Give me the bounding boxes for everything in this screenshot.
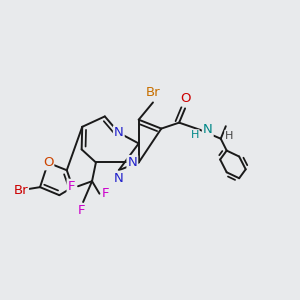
Text: N: N bbox=[203, 123, 213, 136]
Text: N: N bbox=[128, 156, 137, 169]
Text: Br: Br bbox=[146, 86, 160, 99]
Text: Br: Br bbox=[14, 184, 28, 197]
Text: F: F bbox=[78, 204, 85, 217]
Text: N: N bbox=[114, 172, 124, 185]
Text: O: O bbox=[180, 92, 190, 105]
Text: O: O bbox=[43, 156, 53, 169]
Text: F: F bbox=[68, 180, 75, 193]
Text: H: H bbox=[190, 130, 199, 140]
Text: N: N bbox=[114, 126, 124, 139]
Text: F: F bbox=[102, 187, 109, 200]
Text: H: H bbox=[225, 131, 234, 141]
